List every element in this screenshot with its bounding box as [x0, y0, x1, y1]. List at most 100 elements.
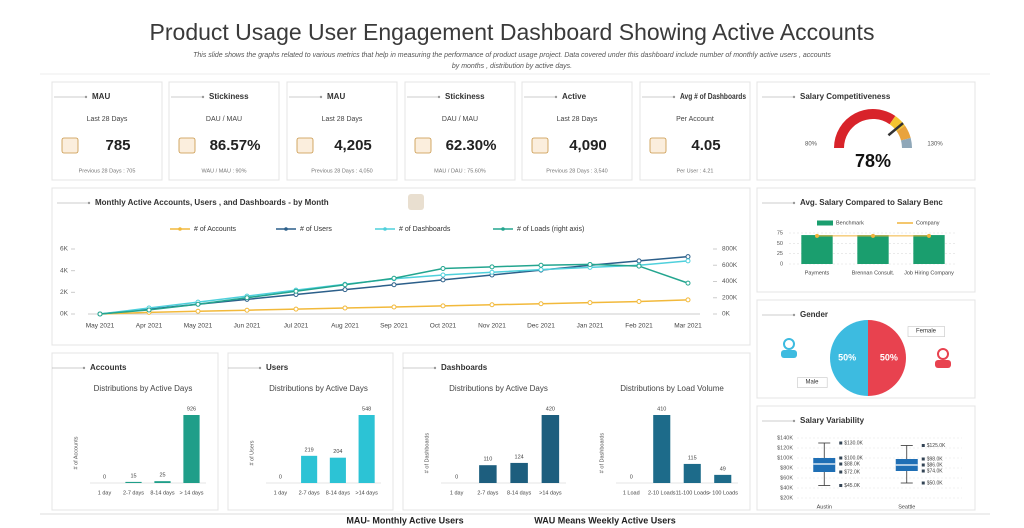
point: [815, 233, 819, 238]
value-label: 49: [720, 466, 726, 472]
chart-subtitle: Distributions by Load Volume: [620, 384, 724, 393]
kpi-subtitle: Last 28 Days: [557, 116, 598, 123]
kpi-card: [168, 81, 280, 181]
y-tick-label: $100K: [777, 455, 793, 461]
x-tick-label: 8-14 days: [507, 490, 531, 496]
x-tick-label: 2-7 days: [299, 490, 320, 496]
bar: [801, 235, 833, 264]
kpi-subtitle: DAU / MAU: [442, 116, 478, 123]
y-tick-label: 75: [777, 230, 783, 236]
x-tick-label: Mar 2021: [674, 323, 702, 330]
panel: [51, 187, 751, 346]
kpi-subtitle: Last 28 Days: [87, 116, 128, 123]
value-label: 219: [305, 447, 314, 453]
bar: [154, 481, 171, 483]
box-label: $98.0K: [927, 456, 944, 462]
x-tick-label: 1 day: [450, 490, 464, 496]
point: [195, 301, 201, 307]
gauge-needle: [887, 122, 904, 137]
x-tick-label: Oct 2021: [430, 323, 457, 330]
title-dot: [82, 366, 86, 370]
point: [927, 233, 931, 238]
x-tick-label: Jun 2021: [234, 323, 261, 330]
legend-swatch: [817, 220, 833, 226]
x-tick-label: >14 days: [355, 490, 378, 496]
x-tick-label: Brennan Consult.: [852, 270, 895, 276]
kpi-value: 4,205: [334, 137, 372, 154]
x-tick-label: 11-100 Loads: [676, 490, 709, 496]
point: [195, 308, 201, 314]
bar: [541, 415, 560, 483]
box-label: $74.0K: [927, 468, 944, 474]
kpi-icon: [414, 137, 432, 154]
y2-tick-label: 800K: [722, 246, 738, 253]
gauge-value: 78%: [855, 151, 891, 171]
value-label: 0: [455, 474, 458, 480]
point: [440, 303, 446, 309]
kpi-card: [521, 81, 633, 181]
legend-dot: [284, 227, 288, 231]
box-label: $45.0K: [844, 483, 861, 489]
point: [342, 287, 348, 293]
gauge-arc: [896, 125, 911, 141]
point: [636, 299, 642, 305]
panel-title: MAU: [327, 92, 345, 101]
pie-slice: [868, 320, 906, 396]
box-label: $88.0K: [844, 461, 861, 467]
point: [685, 280, 691, 286]
kpi-icon: [61, 137, 79, 154]
panel-title: Users: [266, 363, 289, 372]
title-dot: [258, 366, 262, 370]
gauge-scale: 130%: [927, 142, 943, 148]
point: [685, 254, 691, 260]
point: [489, 302, 495, 308]
x-tick-label: 2-10 Loads: [648, 490, 676, 496]
bar: [125, 481, 142, 483]
point: [342, 282, 348, 288]
kpi-value: 4.05: [691, 137, 720, 154]
point: [636, 263, 642, 269]
value-label: 25: [159, 473, 165, 479]
kpi-value: 4,090: [569, 137, 607, 154]
y-tick-label: $40K: [780, 485, 793, 491]
bar: [683, 463, 701, 483]
y2-tick-label: 600K: [722, 262, 738, 269]
label-marker: [839, 441, 843, 445]
value-label: 115: [688, 455, 697, 461]
point: [685, 297, 691, 303]
x-tick-label: Dec 2021: [527, 323, 555, 330]
label-marker: [921, 463, 925, 467]
box-label: $100.0K: [844, 455, 863, 461]
gauge-arc: [900, 137, 912, 149]
value-label: 548: [362, 406, 371, 412]
panel-title: MAU: [92, 92, 110, 101]
box: [813, 458, 836, 472]
x-tick-label: Seattle: [898, 504, 915, 510]
point: [293, 288, 299, 294]
x-tick-label: Jan 2021: [577, 323, 604, 330]
x-tick-label: 2-7 days: [123, 490, 144, 496]
kpi-card: [404, 81, 516, 181]
title-dot: [792, 201, 796, 205]
point: [440, 277, 446, 283]
gauge-arc: [889, 116, 905, 132]
panel-title: Salary Variability: [800, 416, 865, 425]
pie-label: 50%: [838, 352, 856, 362]
x-tick-label: Feb 2021: [625, 323, 653, 330]
x-tick-label: Job Hiring Company: [904, 270, 954, 276]
bar: [183, 415, 200, 483]
y-tick-label: $60K: [780, 475, 793, 481]
y2-tick-label: 400K: [722, 278, 738, 285]
chart-subtitle: Distributions by Active Days: [449, 384, 548, 393]
box-label: $86.0K: [927, 462, 944, 468]
kpi-subtitle: Last 28 Days: [322, 116, 363, 123]
kpi-subtitle: Per Account: [676, 116, 714, 123]
pie-label: 50%: [880, 352, 898, 362]
x-tick-label: Aug 2021: [331, 323, 359, 330]
x-tick-label: > 14 days: [179, 490, 203, 496]
x-tick-label: Austin: [817, 504, 832, 510]
kpi-footer: Previous 28 Days : 4,050: [311, 168, 372, 174]
point: [342, 305, 348, 311]
kpi-card: [51, 81, 163, 181]
x-tick-label: Payments: [805, 270, 830, 276]
